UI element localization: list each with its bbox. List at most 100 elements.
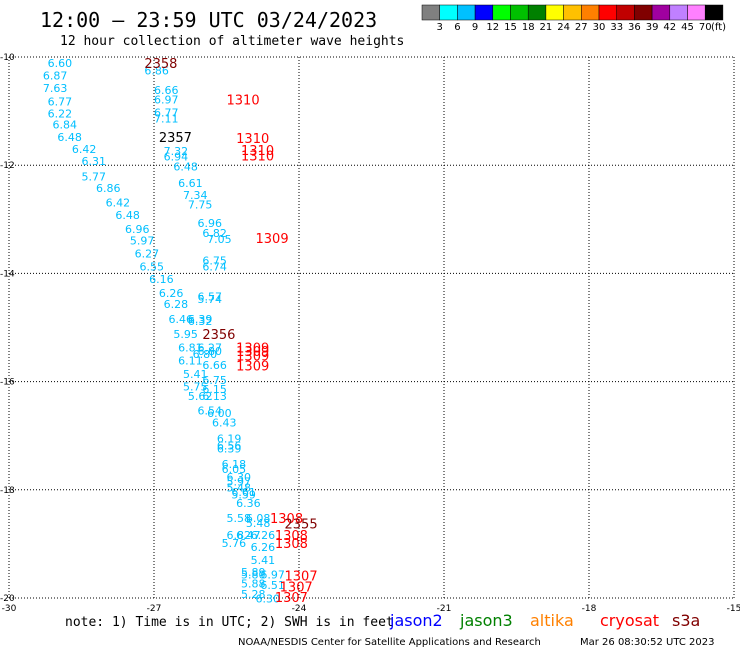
swh-label: 6.86 xyxy=(96,182,121,195)
legend-swatch xyxy=(634,4,653,21)
legend-swatch xyxy=(669,4,688,21)
swh-label: 5.28 xyxy=(241,588,266,601)
x-axis-ticks: -30 -27 -24 -21 -18 -15 xyxy=(2,604,740,614)
time-label: 2357 xyxy=(159,131,192,146)
legend-label: 9 xyxy=(472,22,478,33)
swh-label: 6.82 xyxy=(227,529,252,542)
x-tick-label: -21 xyxy=(437,604,452,614)
legend-unit: (ft) xyxy=(711,22,726,33)
swh-label: 6.61 xyxy=(178,177,203,190)
footer-note: note: 1) Time is in UTC; 2) SWH is in fe… xyxy=(65,615,394,630)
time-label: 1309 xyxy=(256,232,289,247)
plot-grid xyxy=(8,56,735,599)
legend-label: 21 xyxy=(540,22,553,33)
swh-label: 5.41 xyxy=(251,554,276,567)
x-tick-label: -18 xyxy=(582,604,597,614)
swh-label: 6.30 xyxy=(256,593,281,606)
swh-label: 6.26 xyxy=(251,541,276,554)
swh-label: 5.59 xyxy=(231,489,256,502)
y-axis-ticks: -10 -12 -14 -16 -18 -20 xyxy=(0,53,15,604)
swh-label: 6.56 xyxy=(217,439,242,452)
time-label: 1309 xyxy=(236,342,269,357)
swh-label: 5.62 xyxy=(188,390,213,403)
satellite-legend-item: altika xyxy=(530,611,574,630)
swh-label: 6.66 xyxy=(154,84,179,97)
swh-label: 5.88 xyxy=(241,577,266,590)
swh-label: 6.74 xyxy=(202,260,227,273)
legend-label: 39 xyxy=(646,22,659,33)
swh-label: 6.51 xyxy=(260,579,285,592)
swh-label: 6.54 xyxy=(198,404,223,417)
y-tick-label: -20 xyxy=(0,594,15,604)
swh-label: 7.05 xyxy=(207,233,232,246)
swh-label: 6.80 xyxy=(193,348,218,361)
swh-label: 6.42 xyxy=(106,197,130,210)
legend-swatch xyxy=(545,4,564,21)
swh-label: 6.86 xyxy=(144,65,169,78)
swh-label: 5.48 xyxy=(246,517,270,530)
swh-label: 5.95 xyxy=(173,328,198,341)
swh-label: 6.82 xyxy=(202,227,227,240)
legend-swatch xyxy=(421,4,440,21)
x-tick-label: -27 xyxy=(147,604,162,614)
swh-label: 7.11 xyxy=(154,113,179,126)
swh-label: 6.60 xyxy=(48,57,73,70)
swh-label: 6.46 xyxy=(169,313,194,326)
time-label: 1307 xyxy=(275,591,308,606)
swh-label: 6.22 xyxy=(48,107,73,120)
color-scale-labels: 3 6 9 12 15 18 21 24 27 30 33 36 39 42 45 70 xyxy=(437,22,712,33)
swh-label: 6.97 xyxy=(260,569,285,582)
legend-swatch xyxy=(492,4,511,21)
swh-label: 6.48 xyxy=(57,131,81,144)
swh-label: 6.57 xyxy=(198,291,223,304)
legend-label: 27 xyxy=(575,22,588,33)
swh-label: 6.66 xyxy=(202,359,227,372)
time-label: 1309 xyxy=(236,359,269,374)
time-label: 1310 xyxy=(241,144,274,159)
swh-label: 5.75 xyxy=(183,380,208,393)
swh-label: 6.47 xyxy=(236,529,261,542)
swh-label: 7.75 xyxy=(188,199,213,212)
swh-label: 7.63 xyxy=(43,82,67,95)
swh-label: 6.94 xyxy=(164,151,189,164)
time-label: 1308 xyxy=(275,537,308,552)
swh-label: 5.74 xyxy=(198,293,223,306)
legend-swatch xyxy=(474,4,494,21)
swh-label: 6.32 xyxy=(188,315,213,328)
swh-label: 6.39 xyxy=(217,443,242,456)
satellite-legend: jason2 jason3 altika cryosat s3a xyxy=(389,611,700,630)
time-label: 1309 xyxy=(236,345,269,360)
time-label: 1310 xyxy=(227,94,260,109)
time-label: 1307 xyxy=(280,581,313,596)
swh-label: 6.27 xyxy=(135,247,160,260)
y-tick-label: -12 xyxy=(0,161,15,171)
satellite-legend-item: jason2 xyxy=(389,611,443,630)
y-tick-label: -18 xyxy=(0,486,15,496)
swh-label: 6.77 xyxy=(154,107,179,120)
swh-label: 6.48 xyxy=(173,160,198,173)
swh-label: 6.97 xyxy=(154,94,179,107)
swh-label: 6.27 xyxy=(198,342,223,355)
x-tick-label: -24 xyxy=(292,604,307,614)
swh-label: 6.96 xyxy=(125,223,150,236)
legend-swatch xyxy=(457,4,476,21)
swh-label: 6.19 xyxy=(217,432,242,445)
legend-label: 70 xyxy=(699,22,712,33)
swh-label: 6.36 xyxy=(236,497,261,510)
swh-label: 5.80 xyxy=(241,569,266,582)
time-label: 1308 xyxy=(275,529,308,544)
color-scale-legend xyxy=(421,4,724,21)
satellite-legend-item: cryosat xyxy=(600,611,659,630)
y-tick-label: -10 xyxy=(0,53,15,63)
swh-label: 5.76 xyxy=(222,537,247,550)
legend-label: 30 xyxy=(593,22,606,33)
swh-label: 6.61 xyxy=(231,486,256,499)
swh-label: 6.30 xyxy=(227,471,252,484)
swh-label: 6.75 xyxy=(202,254,227,267)
swh-label: 6.39 xyxy=(188,313,213,326)
swh-label: 7.32 xyxy=(164,145,189,158)
satellite-legend-item: s3a xyxy=(672,611,700,630)
legend-label: 15 xyxy=(504,22,517,33)
time-label: 1308 xyxy=(270,512,303,527)
